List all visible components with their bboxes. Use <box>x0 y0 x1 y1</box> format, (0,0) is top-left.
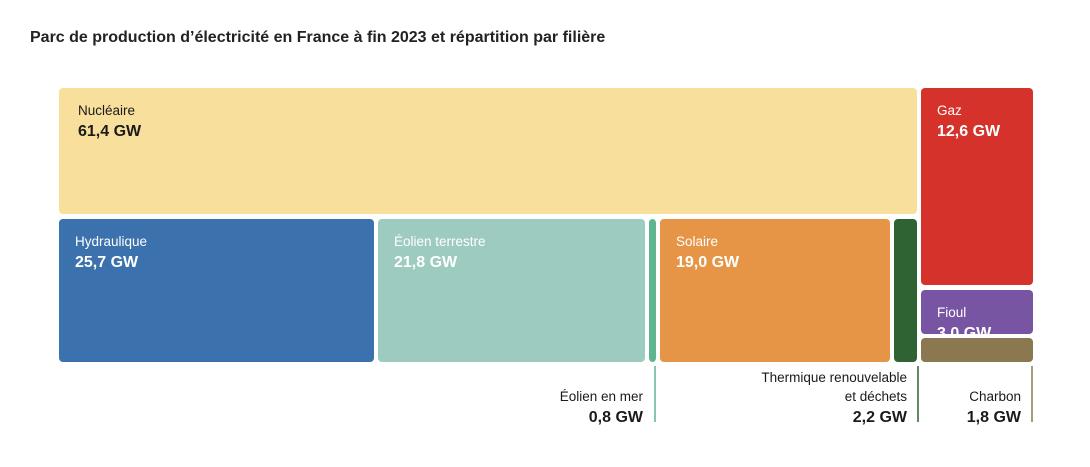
tile-rect-eolien-en-mer <box>649 219 656 362</box>
callout-label-thermique-renouvelable-et-dechets-2: et déchets <box>845 389 908 404</box>
tile-label-solaire: Solaire <box>676 234 718 249</box>
tile-rect-solaire <box>660 219 890 362</box>
tile-rect-eolien-terrestre <box>378 219 645 362</box>
tile-charbon <box>921 338 1033 362</box>
tile-value-hydraulique: 25,7 GW <box>75 254 139 271</box>
tile-rect-hydraulique <box>59 219 374 362</box>
callout-value-thermique-renouvelable-et-dechets: 2,2 GW <box>853 409 908 426</box>
callout-thermique-renouvelable-et-dechets: Thermique renouvelable et déchets 2,2 GW <box>761 366 919 426</box>
tile-gaz: Gaz 12,6 GW <box>921 88 1033 285</box>
tile-rect-nucleaire <box>59 88 917 214</box>
tile-rect-fioul <box>921 290 1033 334</box>
tile-thermique-renouvelable-et-dechets <box>894 219 917 362</box>
tile-eolien-terrestre: Éolien terrestre 21,8 GW <box>378 219 645 362</box>
tile-rect-gaz <box>921 88 1033 285</box>
tile-rect-charbon <box>921 338 1033 362</box>
tile-hydraulique: Hydraulique 25,7 GW <box>59 219 374 362</box>
tile-eolien-en-mer <box>649 219 656 362</box>
tile-label-gaz: Gaz <box>937 103 962 118</box>
tile-value-eolien-terrestre: 21,8 GW <box>394 254 458 271</box>
tile-label-nucleaire: Nucléaire <box>78 103 135 118</box>
tile-rect-thermique-renouvelable-et-dechets <box>894 219 917 362</box>
callout-value-charbon: 1,8 GW <box>967 409 1022 426</box>
callout-label-eolien-en-mer: Éolien en mer <box>560 389 644 404</box>
tile-value-gaz: 12,6 GW <box>937 123 1001 140</box>
callout-label-charbon: Charbon <box>969 389 1021 404</box>
tile-nucleaire: Nucléaire 61,4 GW <box>59 88 917 214</box>
tile-label-hydraulique: Hydraulique <box>75 234 147 249</box>
callout-charbon: Charbon 1,8 GW <box>967 366 1033 426</box>
callout-value-eolien-en-mer: 0,8 GW <box>589 409 644 426</box>
chart-title: Parc de production d’électricité en Fran… <box>30 29 606 46</box>
tile-label-eolien-terrestre: Éolien terrestre <box>394 234 486 249</box>
callout-eolien-en-mer: Éolien en mer 0,8 GW <box>560 366 656 426</box>
tile-label-fioul: Fioul <box>937 305 966 320</box>
tile-value-fioul: 3,0 GW <box>937 325 992 342</box>
callout-label-thermique-renouvelable-et-dechets-1: Thermique renouvelable <box>761 370 907 385</box>
tile-value-nucleaire: 61,4 GW <box>78 123 142 140</box>
tile-value-solaire: 19,0 GW <box>676 254 740 271</box>
tile-fioul: Fioul 3,0 GW <box>921 290 1033 342</box>
tile-solaire: Solaire 19,0 GW <box>660 219 890 362</box>
